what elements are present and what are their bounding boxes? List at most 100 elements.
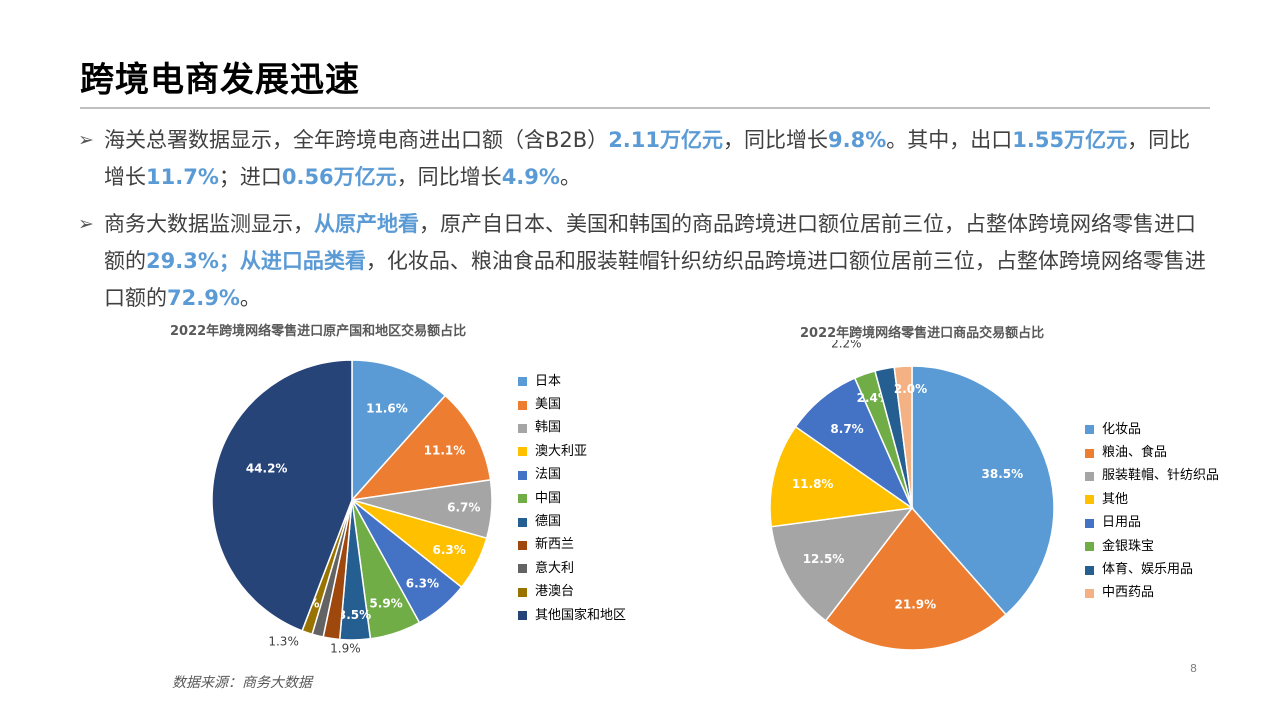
pie-data-label: 12.5% xyxy=(803,552,845,566)
pie-data-label: 6.7% xyxy=(447,500,480,514)
bullet-text: ，原产自日本、美国和韩国的商品跨境进口额位居前三位，占整体跨境网络零售进口额的 xyxy=(104,212,1196,273)
bullet-text: 。其中，出口 xyxy=(886,128,1013,152)
legend-swatch xyxy=(518,470,527,480)
legend-item: 韩国 xyxy=(518,417,626,440)
pie-slice-1 xyxy=(350,394,492,502)
bullet-item: ➢ 海关总署数据显示，全年跨境电商进出口额（含B2B）2.11万亿元，同比增长9… xyxy=(78,122,1208,196)
legend-swatch xyxy=(518,611,527,621)
legend-item: 服装鞋帽、针纺织品 xyxy=(1085,465,1219,488)
bullet-text: ，同比增长 xyxy=(396,165,502,189)
legend-item: 法国 xyxy=(518,464,626,487)
legend-item: 粮油、食品 xyxy=(1085,441,1219,464)
legend-label: 新西兰 xyxy=(535,537,575,553)
pie-data-label: 6.3% xyxy=(433,543,466,557)
pie-data-label: 5.9% xyxy=(369,597,402,611)
legend-label: 中西药品 xyxy=(1102,585,1155,601)
data-source-note: 数据来源：商务大数据 xyxy=(172,675,312,691)
legend-swatch xyxy=(518,494,527,504)
legend-label: 金银珠宝 xyxy=(1102,538,1155,554)
pie-data-label: 11.8% xyxy=(792,477,834,491)
legend-item: 其他 xyxy=(1085,488,1219,511)
pie-data-label: 2.0% xyxy=(894,382,927,396)
bullet-text: 。 xyxy=(559,165,581,189)
legend-label: 美国 xyxy=(535,397,562,413)
legend-label: 服装鞋帽、针纺织品 xyxy=(1102,468,1220,484)
legend-swatch xyxy=(1085,471,1094,481)
pie-slice-1 xyxy=(824,506,1007,651)
legend-item: 新西兰 xyxy=(518,534,626,557)
highlight-text: 2.11万亿元 xyxy=(608,128,724,152)
legend-item: 日用品 xyxy=(1085,512,1219,535)
pie-data-label: 1.3% xyxy=(268,635,299,649)
legend-item: 意大利 xyxy=(518,557,626,580)
pie-data-label: 11.6% xyxy=(366,401,408,415)
legend-swatch xyxy=(518,423,527,433)
legend-label: 日本 xyxy=(535,373,562,389)
pie-data-label: 8.7% xyxy=(830,422,863,436)
legend-swatch xyxy=(1085,448,1094,458)
legend-item: 中国 xyxy=(518,487,626,510)
legend-label: 其他国家和地区 xyxy=(535,607,627,623)
legend-label: 中国 xyxy=(535,490,562,506)
legend-swatch xyxy=(518,377,527,387)
highlight-text: 29.3%；从进口品类看 xyxy=(146,249,366,273)
highlight-text: 4.9% xyxy=(501,165,560,189)
pie-slice-0 xyxy=(351,359,447,502)
legend-item: 其他国家和地区 xyxy=(518,604,626,627)
legend-swatch xyxy=(1085,518,1094,528)
highlight-text: 9.8% xyxy=(828,128,887,152)
legend-swatch xyxy=(518,540,527,550)
pie-slice-7 xyxy=(893,365,913,509)
bullet-list: ➢ 海关总署数据显示，全年跨境电商进出口额（含B2B）2.11万亿元，同比增长9… xyxy=(78,122,1208,327)
highlight-text: 从原产地看 xyxy=(314,212,419,236)
legend-swatch xyxy=(1085,565,1094,575)
bullet-text: ，同比增长 xyxy=(104,128,1191,189)
chart-title-origin: 2022年跨境网络零售进口原产国和地区交易额占比 xyxy=(170,324,467,339)
legend-item: 体育、娱乐用品 xyxy=(1085,558,1219,581)
legend-origin: 日本美国韩国澳大利亚法国中国德国新西兰意大利港澳台其他国家和地区 xyxy=(518,370,626,627)
legend-item: 金银珠宝 xyxy=(1085,535,1219,558)
legend-label: 意大利 xyxy=(535,560,575,576)
legend-item: 中西药品 xyxy=(1085,582,1219,605)
pie-data-label: 6.3% xyxy=(406,576,439,590)
bullet-text: 商务大数据监测显示， xyxy=(104,212,314,236)
pie-slice-0 xyxy=(911,365,1055,616)
legend-swatch xyxy=(518,447,527,457)
pie-data-label: 3.5% xyxy=(338,608,371,622)
legend-category: 化妆品粮油、食品服装鞋帽、针纺织品 其他日用品金银珠宝体育、娱乐用品 中西药品 xyxy=(1085,418,1219,605)
legend-label: 法国 xyxy=(535,467,562,483)
legend-label: 日用品 xyxy=(1102,515,1142,531)
bullet-item: ➢ 商务大数据监测显示，从原产地看，原产自日本、美国和韩国的商品跨境进口额位居前… xyxy=(78,206,1208,317)
bullet-text: ；进口 xyxy=(218,165,282,189)
bullet-text: 。 xyxy=(239,286,261,310)
pie-slice-3 xyxy=(769,425,915,528)
legend-label: 体育、娱乐用品 xyxy=(1102,562,1194,578)
legend-item: 德国 xyxy=(518,510,626,533)
highlight-text: 11.7% xyxy=(146,165,219,189)
legend-swatch xyxy=(1085,542,1094,552)
legend-swatch xyxy=(518,400,527,410)
legend-swatch xyxy=(518,517,527,527)
legend-item: 港澳台 xyxy=(518,581,626,604)
legend-swatch xyxy=(1085,495,1094,505)
pie-data-label: 11.1% xyxy=(424,443,466,457)
page-number: 8 xyxy=(1190,662,1197,675)
arrow-bullet-icon: ➢ xyxy=(78,213,94,235)
legend-label: 化妆品 xyxy=(1102,421,1142,437)
legend-label: 港澳台 xyxy=(535,584,575,600)
legend-label: 其他 xyxy=(1102,491,1129,507)
legend-item: 美国 xyxy=(518,393,626,416)
highlight-text: 1.55万亿元 xyxy=(1012,128,1128,152)
legend-item: 化妆品 xyxy=(1085,418,1219,441)
pie-slice-10 xyxy=(211,359,353,632)
legend-label: 粮油、食品 xyxy=(1102,445,1168,461)
title-divider xyxy=(80,107,1210,109)
pie-data-label: 1.9% xyxy=(330,641,361,655)
arrow-bullet-icon: ➢ xyxy=(78,129,94,151)
legend-label: 澳大利亚 xyxy=(535,443,588,459)
bullet-text: ，同比增长 xyxy=(723,128,829,152)
legend-swatch xyxy=(1085,588,1094,598)
legend-item: 澳大利亚 xyxy=(518,440,626,463)
pie-chart-category: 38.5%21.9%12.5%11.8%8.7%2.4%2.2%2.0% xyxy=(769,340,1055,651)
pie-data-label: 38.5% xyxy=(982,467,1024,481)
